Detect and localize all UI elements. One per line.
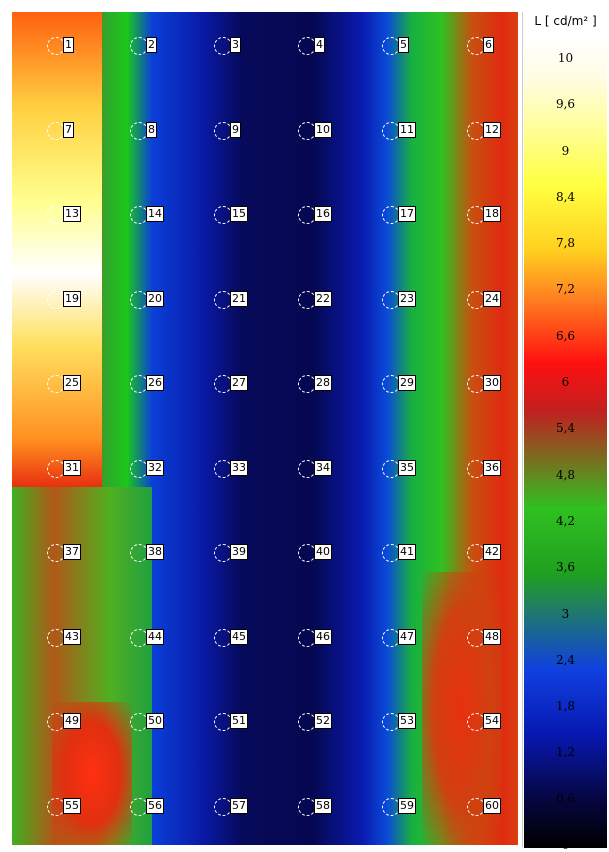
point-label: 6	[483, 37, 494, 53]
point-label: 56	[146, 798, 164, 814]
point-label: 51	[230, 713, 248, 729]
point-label: 50	[146, 713, 164, 729]
point-label: 30	[483, 375, 501, 391]
point-label: 22	[314, 291, 332, 307]
point-label: 15	[230, 206, 248, 222]
bright-zone	[12, 12, 102, 487]
colorbar-tick-label: 9	[524, 144, 607, 158]
point-label: 25	[63, 375, 81, 391]
point-label: 10	[314, 122, 332, 138]
point-label: 31	[63, 460, 81, 476]
point-label: 35	[398, 460, 416, 476]
point-label: 4	[314, 37, 325, 53]
point-label: 11	[398, 122, 416, 138]
point-label: 36	[483, 460, 501, 476]
point-label: 41	[398, 544, 416, 560]
colorbar-tick-label: 8,4	[524, 190, 607, 204]
colorbar-tick-label: 5,4	[524, 421, 607, 435]
point-label: 9	[230, 122, 241, 138]
colorbar-tick-label: 7,8	[524, 236, 607, 250]
point-label: 47	[398, 629, 416, 645]
point-label: 21	[230, 291, 248, 307]
point-label: 27	[230, 375, 248, 391]
colorbar-title: L [ cd/m² ]	[524, 14, 607, 28]
point-label: 19	[63, 291, 81, 307]
point-label: 38	[146, 544, 164, 560]
luminance-screen: L [ cd/m² ] 109,698,47,87,26,665,44,84,2…	[0, 0, 609, 851]
colorbar-tick-label: 7,2	[524, 282, 607, 296]
colorbar-tick-label: 10	[524, 51, 607, 65]
point-label: 49	[63, 713, 81, 729]
point-label: 8	[146, 122, 157, 138]
point-label: 40	[314, 544, 332, 560]
point-label: 58	[314, 798, 332, 814]
point-label: 1	[63, 37, 74, 53]
point-label: 13	[63, 206, 81, 222]
point-label: 60	[483, 798, 501, 814]
point-label: 23	[398, 291, 416, 307]
colorbar-tick-label: 6,6	[524, 329, 607, 343]
colorbar-tick-label: 0	[524, 838, 607, 852]
point-label: 2	[146, 37, 157, 53]
colorbar-tick-label: 3	[524, 607, 607, 621]
colorbar-tick-label: 1,2	[524, 745, 607, 759]
point-label: 53	[398, 713, 416, 729]
point-label: 57	[230, 798, 248, 814]
point-label: 37	[63, 544, 81, 560]
colorbar-tick-label: 4,2	[524, 514, 607, 528]
point-label: 43	[63, 629, 81, 645]
point-label: 59	[398, 798, 416, 814]
colorbar-tick-label: 2,4	[524, 653, 607, 667]
point-label: 39	[230, 544, 248, 560]
colorbar-tick-label: 1,8	[524, 699, 607, 713]
colorbar-tick-label: 6	[524, 375, 607, 389]
point-label: 28	[314, 375, 332, 391]
colorbar-tick-label: 3,6	[524, 560, 607, 574]
point-label: 46	[314, 629, 332, 645]
point-label: 26	[146, 375, 164, 391]
colorbar-gradient	[524, 40, 607, 848]
point-label: 17	[398, 206, 416, 222]
point-label: 18	[483, 206, 501, 222]
point-label: 34	[314, 460, 332, 476]
luminance-map	[12, 12, 518, 845]
point-label: 32	[146, 460, 164, 476]
point-label: 55	[63, 798, 81, 814]
point-label: 5	[398, 37, 409, 53]
colorbar-tick-label: 9,6	[524, 97, 607, 111]
point-label: 48	[483, 629, 501, 645]
point-label: 42	[483, 544, 501, 560]
point-label: 45	[230, 629, 248, 645]
point-label: 16	[314, 206, 332, 222]
point-label: 29	[398, 375, 416, 391]
point-label: 20	[146, 291, 164, 307]
point-label: 54	[483, 713, 501, 729]
point-label: 14	[146, 206, 164, 222]
point-label: 12	[483, 122, 501, 138]
point-label: 52	[314, 713, 332, 729]
point-label: 7	[63, 122, 74, 138]
point-label: 3	[230, 37, 241, 53]
point-label: 33	[230, 460, 248, 476]
colorbar-tick-label: 0,6	[524, 792, 607, 806]
point-label: 44	[146, 629, 164, 645]
point-label: 24	[483, 291, 501, 307]
colorbar-tick-label: 4,8	[524, 468, 607, 482]
